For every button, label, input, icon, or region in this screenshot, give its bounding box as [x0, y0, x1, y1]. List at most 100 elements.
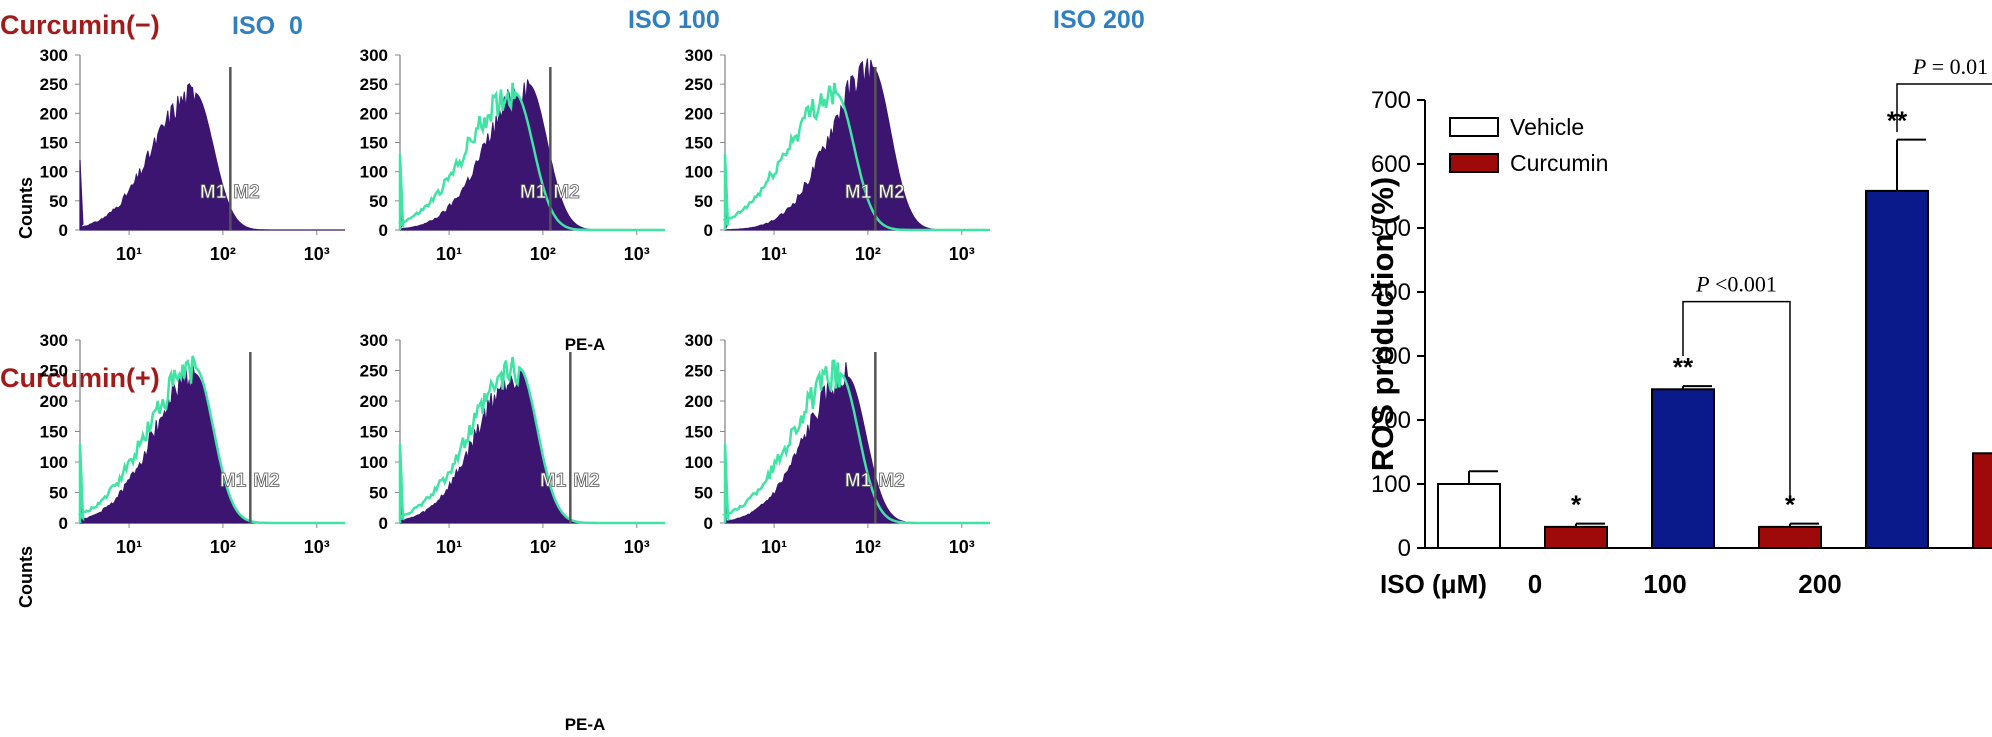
col-title-iso200: ISO 200	[1053, 6, 1145, 34]
x-tick-label: 10³	[624, 537, 650, 557]
histogram-panel: 0 50 100 150 200 250 300 10¹ 10² 10³ M1 M2	[360, 331, 665, 557]
y-tick-label: 100	[685, 453, 713, 472]
y-tick-label: 0	[59, 221, 68, 240]
x-tick-label: 10³	[949, 244, 975, 264]
y-tick-label: 150	[40, 423, 68, 442]
filled-histogram	[723, 362, 990, 524]
y-tick-label: 300	[685, 46, 713, 65]
filled-histogram	[79, 83, 345, 231]
gate-label-m2: M2	[233, 182, 259, 203]
histogram-panels: 0 50 100 150 200 250 300 10¹ 10² 10³ M1 M2 0 50 100 150…	[40, 46, 990, 557]
x-tick-label: 10¹	[116, 537, 142, 557]
y-tick-label: 200	[40, 104, 68, 123]
bar-y-tick-label: 0	[1398, 535, 1411, 562]
row1-title: Curcumin(−)	[0, 10, 160, 40]
p-italic: P	[1912, 54, 1926, 79]
legend-swatch-curcumin	[1449, 153, 1499, 173]
x-tick-label: 10²	[530, 244, 556, 264]
gate-label-m1: M1	[845, 182, 872, 203]
y-tick-label: 250	[685, 75, 713, 94]
significance-p-value: P = 0.01	[1912, 54, 1988, 79]
histogram-panel: 0 50 100 150 200 250 300 10¹ 10² 10³ M1 M2	[685, 46, 990, 264]
y-tick-label: 300	[40, 46, 68, 65]
bar-category-label: 200	[1798, 569, 1841, 599]
x-tick-label: 10³	[949, 537, 975, 557]
gate-label-m2: M2	[878, 470, 904, 491]
x-tick-label: 10²	[855, 244, 881, 264]
y-tick-label: 250	[360, 75, 388, 94]
y-tick-label: 0	[704, 514, 713, 533]
gate-label-m2: M2	[553, 182, 579, 203]
y-tick-label: 150	[685, 134, 713, 153]
bar	[1972, 452, 1992, 549]
bar-y-tick-label: 300	[1371, 343, 1411, 370]
y-tick-label: 0	[379, 221, 388, 240]
x-tick-label: 10¹	[436, 244, 462, 264]
y-tick-label: 300	[360, 46, 388, 65]
bar-y-tick-label: 600	[1371, 151, 1411, 178]
overlay-histogram-line	[398, 356, 665, 525]
gate-label-m1: M1	[520, 182, 547, 203]
bar-y-axis-label: ROS production (%)	[1365, 177, 1400, 471]
ros-bar-chart: 0 100 200 300 400 500 600 700 ROS production (%)…	[1365, 54, 1992, 599]
bar-category-label: 0	[1528, 569, 1542, 599]
y-tick-label: 200	[360, 392, 388, 411]
x-tick-label: 10²	[210, 537, 236, 557]
counts-label-row1: Counts	[16, 177, 36, 239]
p-value-text: <0.001	[1710, 272, 1777, 297]
y-tick-label: 200	[40, 392, 68, 411]
y-tick-label: 0	[379, 514, 388, 533]
x-tick-label: 10¹	[116, 244, 142, 264]
y-tick-label: 250	[685, 362, 713, 381]
y-tick-label: 150	[360, 423, 388, 442]
histogram-panel: 0 50 100 150 200 250 300 10¹ 10² 10³ M1 M2	[685, 331, 990, 557]
gate-label-m1: M1	[540, 470, 567, 491]
bar	[1651, 388, 1715, 549]
y-tick-label: 0	[704, 221, 713, 240]
y-tick-label: 250	[40, 75, 68, 94]
col-title-iso0: ISO 0	[232, 12, 303, 40]
bar-y-tick-label: 200	[1371, 407, 1411, 434]
x-tick-label: 10²	[855, 537, 881, 557]
significance-stars: *	[1571, 490, 1582, 520]
bar-y-tick-label: 500	[1371, 215, 1411, 242]
y-tick-label: 0	[59, 514, 68, 533]
significance-p-value: P <0.001	[1695, 272, 1777, 297]
overlay-histogram-line	[722, 82, 990, 232]
bar-y-tick-label: 700	[1371, 87, 1411, 114]
y-tick-label: 50	[49, 484, 68, 503]
histogram-panel: 0 50 100 150 200 250 300 10¹ 10² 10³ M1 M2	[360, 46, 665, 264]
x-tick-label: 10³	[624, 244, 650, 264]
bar	[1865, 189, 1929, 549]
x-tick-label: 10¹	[436, 537, 462, 557]
gate-label-m1: M1	[200, 182, 227, 203]
y-tick-label: 250	[360, 362, 388, 381]
legend-label-vehicle: Vehicle	[1510, 114, 1584, 140]
significance-bracket-line	[1896, 83, 1992, 132]
x-tick-label: 10³	[304, 244, 330, 264]
y-tick-label: 50	[369, 192, 388, 211]
gate-label-m2: M2	[878, 182, 904, 203]
bracket-iso200: P = 0.01	[1896, 54, 1992, 132]
y-tick-label: 100	[685, 163, 713, 182]
significance-bracket-line	[1682, 300, 1791, 504]
x-tick-label: 10³	[304, 537, 330, 557]
y-tick-label: 50	[694, 484, 713, 503]
significance-stars: **	[1673, 352, 1694, 382]
y-tick-label: 150	[40, 134, 68, 153]
y-tick-label: 200	[360, 104, 388, 123]
bar	[1544, 525, 1608, 550]
legend-swatch-vehicle	[1449, 117, 1499, 137]
gate-label-m2: M2	[253, 470, 279, 491]
x-tick-label: 10²	[530, 537, 556, 557]
bar-y-tick-label: 100	[1371, 471, 1411, 498]
y-tick-label: 50	[369, 484, 388, 503]
bar-y-tick-label: 400	[1371, 279, 1411, 306]
bar-category-label: 100	[1643, 569, 1686, 599]
y-tick-label: 300	[40, 331, 68, 350]
pe-a-label-row1: PE-A	[565, 335, 606, 354]
gate-label-m1: M1	[220, 470, 247, 491]
filled-histogram	[724, 58, 990, 231]
legend: Vehicle Curcumin	[1449, 114, 1608, 176]
